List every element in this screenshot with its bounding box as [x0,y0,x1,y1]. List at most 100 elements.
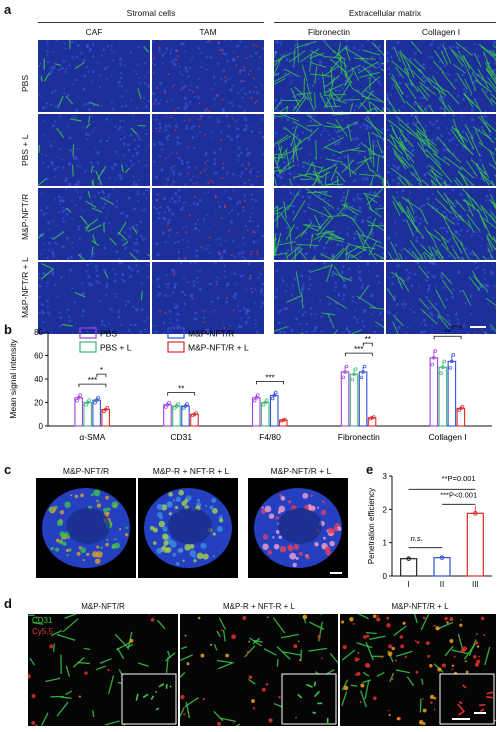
data-point [164,405,168,409]
legend-swatch [79,327,97,339]
bar [447,360,457,427]
scale-bar [330,572,342,574]
significance-mark: ** [365,335,371,344]
extracellular-matrix-header: Extracellular matrix [348,8,422,18]
bar [466,512,484,577]
legend-swatch [167,327,185,339]
d-label-2: M&P-R + NFT-R + L [222,602,295,611]
data-point [85,400,90,405]
significance-mark: * [100,366,103,375]
significance-mark: ** [178,385,184,394]
data-point [439,555,445,560]
data-point [87,398,91,402]
annotation: n.s. [411,534,423,543]
data-point [263,400,268,405]
significance-mark: *** [354,345,363,354]
y-tick-label: 2 [383,505,388,514]
c-label-3: M&P-NFT/R + L [270,466,332,476]
data-point [441,365,445,369]
bar [433,557,451,577]
data-point [176,402,180,406]
data-point [406,556,411,561]
x-tick-label: I [408,580,410,589]
bar [269,394,279,427]
data-point [442,359,447,364]
data-point [272,393,277,398]
micrograph-cell [274,40,384,112]
bar [163,404,172,427]
data-point [451,353,456,357]
data-point [361,370,365,374]
significance-bracket [433,335,462,340]
y-tick-label: 20 [34,399,43,408]
d-label-1: M&P-NFT/R [81,602,125,611]
significance-bracket [344,352,373,357]
stromal-cells-line [38,22,264,23]
data-point [279,418,284,423]
y-tick-label: 3 [383,472,388,481]
data-point [439,371,444,375]
data-point [274,390,278,395]
y-tick-label: 40 [34,375,43,384]
annotation: ***P<0.001 [440,491,477,500]
y-tick-label: 80 [34,328,43,337]
data-point [344,364,349,369]
x-tick-label: F4/80 [259,432,281,442]
legend-label: M&P-NFT/R [188,329,234,339]
tumor-image [138,478,238,578]
x-tick-label: CD31 [170,432,192,442]
data-point [343,370,347,374]
legend-label: PBS [100,329,117,339]
data-point [167,400,171,405]
data-point [460,404,465,409]
tumor-image [248,478,348,578]
c-label-2: M&P-R + NFT-R + L [152,466,230,476]
x-tick-label: Fibronectin [338,432,380,442]
micrograph-cell [274,188,384,260]
bar [400,558,418,577]
y-axis-label: Mean signal intensity [8,339,18,419]
micrograph-cell [152,188,264,260]
significance-mark: *** [88,376,97,385]
col-header-caf: CAF [85,27,103,37]
bar [438,366,448,427]
d-label-3: M&P-NFT/R + L [391,602,449,611]
scale-bar [474,712,486,714]
y-axis-label: Penetration efficiency [367,488,376,564]
x-tick-label: II [440,580,444,589]
bar [349,373,359,427]
stromal-cells-header: Stromal cells [126,8,176,18]
data-point [473,511,478,516]
x-tick-label: III [472,580,479,589]
legend-swatch [79,341,97,353]
significance-bracket [96,373,107,378]
data-point [75,398,79,403]
c-label-1: M&P-NFT/R [62,466,110,476]
significance-bracket [451,325,462,330]
data-point [341,375,346,380]
significance-bracket [167,392,196,396]
data-point [265,398,269,402]
data-point [281,418,286,422]
significance-mark: ** [444,328,450,337]
data-point [261,403,266,407]
legend-cy55: Cy5.5 [32,627,53,636]
vessel-image [340,614,496,726]
micrograph-cell [386,40,496,112]
col-header-fibronectin: Fibronectin [307,27,351,37]
panel-b-letter: b [4,322,12,337]
row-label-mp-nftr: M&P-NFT/R [20,193,30,240]
micrograph-cell [38,262,150,334]
x-tick-label: Collagen I [428,432,466,442]
micrograph-cell [386,114,496,186]
data-point [450,359,454,364]
data-point [194,411,198,415]
annotation: **P=0.001 [442,474,476,483]
data-point [252,398,257,403]
legend-cd31: CD31 [32,616,53,625]
data-point [457,408,462,412]
bar [340,371,350,427]
data-point [94,398,99,402]
data-point [76,396,81,400]
data-point [96,395,100,400]
